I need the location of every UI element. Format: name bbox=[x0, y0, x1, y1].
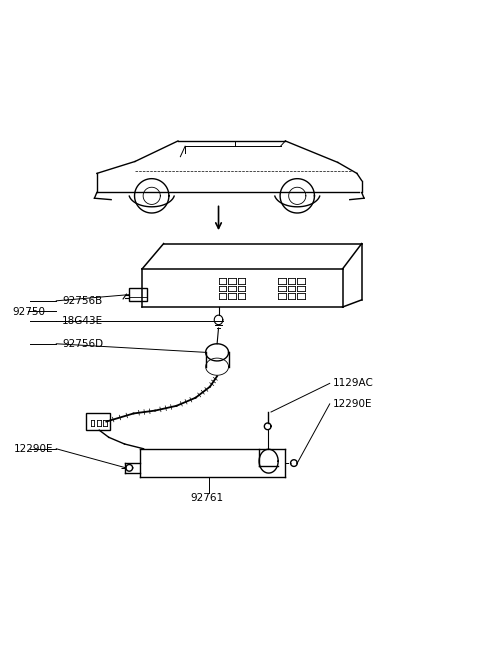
Text: 1129AC: 1129AC bbox=[333, 378, 374, 388]
Text: 92756D: 92756D bbox=[62, 339, 103, 349]
FancyBboxPatch shape bbox=[86, 413, 110, 430]
Text: 92756B: 92756B bbox=[62, 296, 102, 306]
Text: 92750: 92750 bbox=[12, 307, 45, 317]
Text: 12290E: 12290E bbox=[333, 399, 372, 409]
Text: 12290E: 12290E bbox=[13, 443, 53, 454]
Text: 92761: 92761 bbox=[190, 493, 223, 503]
Text: 18G43E: 18G43E bbox=[62, 316, 103, 326]
FancyBboxPatch shape bbox=[129, 288, 147, 301]
